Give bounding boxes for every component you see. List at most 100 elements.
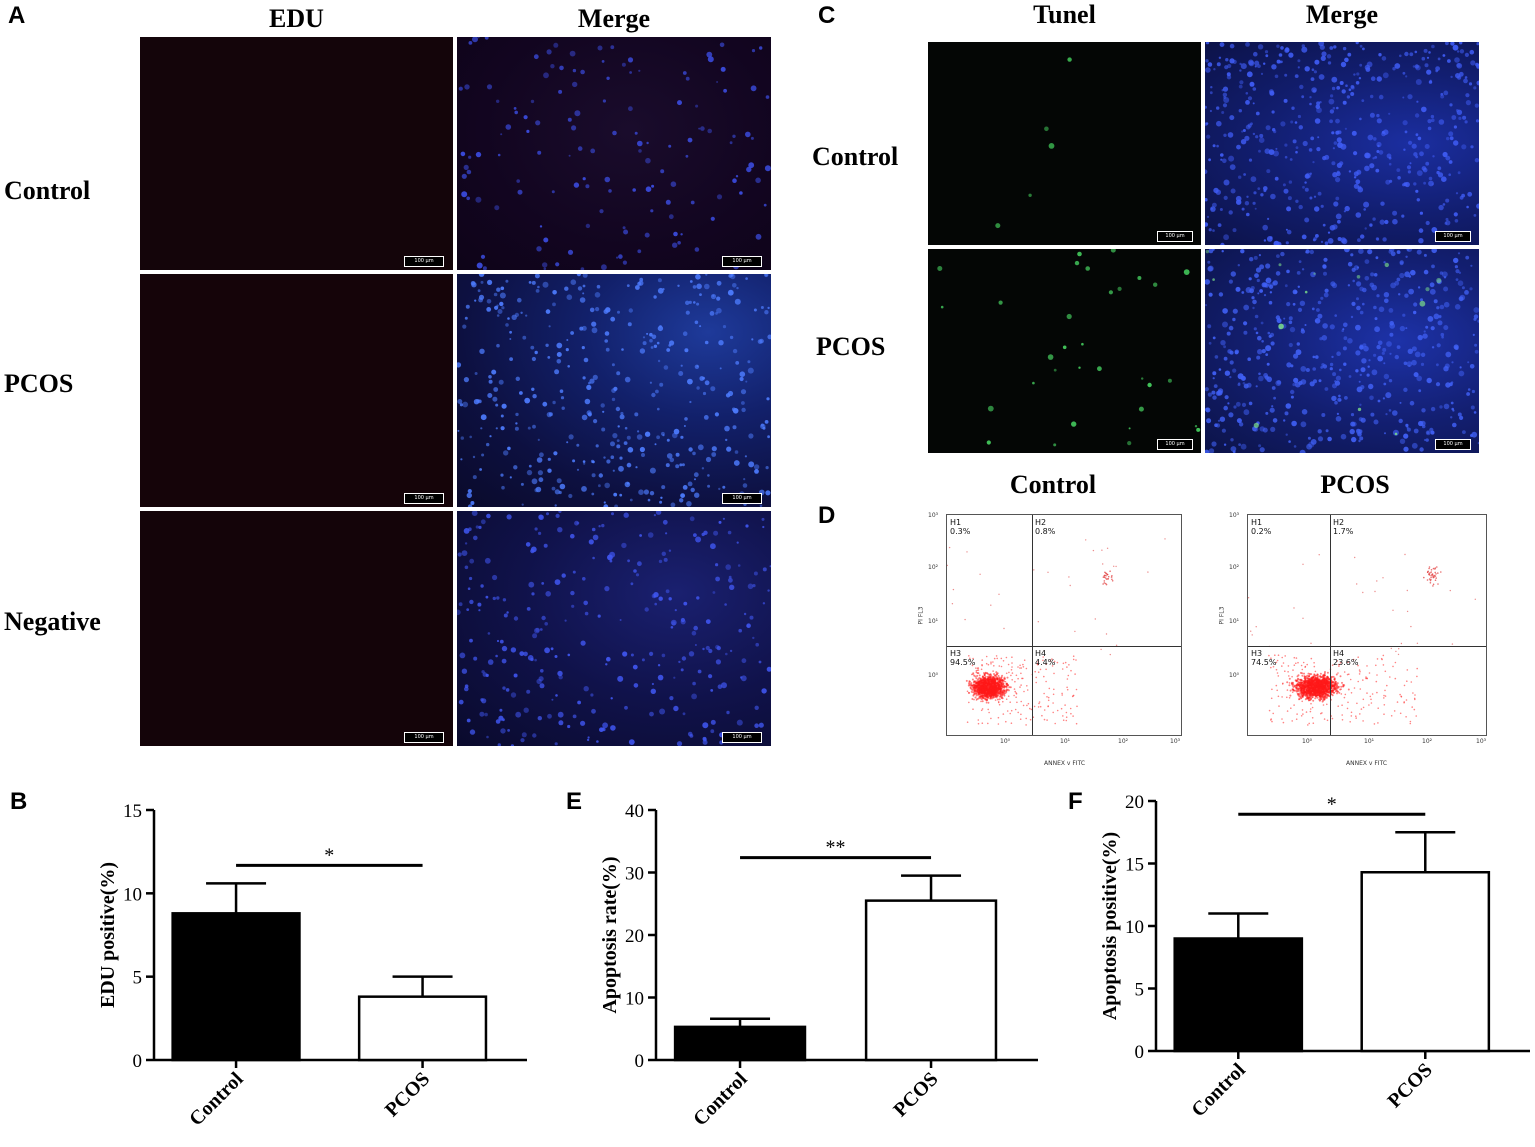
quadrant-h4: H4 4.4%: [1035, 649, 1056, 667]
scale-bar: 100 µm: [404, 732, 444, 743]
micrograph-edu-pcos: 100 µm: [140, 274, 453, 507]
scale-bar: 100 µm: [1157, 439, 1193, 450]
panel-a-row-pcos: PCOS: [4, 369, 74, 398]
micrograph-merge-pcos-c: 100 µm: [1205, 249, 1479, 453]
flow-ytick: 10³: [928, 512, 939, 519]
micrograph-tunel-pcos: 100 µm: [928, 249, 1201, 453]
y-tick-label: 10: [625, 989, 644, 1010]
panel-label-e: E: [566, 788, 583, 815]
quadrant-h2: H2 1.7%: [1333, 518, 1354, 536]
micrograph-tunel-control: 100 µm: [928, 42, 1201, 245]
scale-bar: 100 µm: [722, 256, 762, 267]
micrograph-edu-control: 100 µm: [140, 37, 453, 270]
y-tick-label: 0: [133, 1051, 143, 1072]
x-tick-label: Control: [1187, 1059, 1250, 1122]
flow-plot-control: H1 0.3% H2 0.8% H3 94.5% H4 4.4%: [946, 514, 1182, 736]
flow-ytick: 10³: [1229, 512, 1240, 519]
flow-ytick: 10¹: [1229, 618, 1240, 625]
bar-control: [1173, 937, 1304, 1053]
bar-control: [171, 912, 301, 1062]
bar-pcos: [864, 899, 998, 1062]
y-tick-label: 20: [625, 926, 644, 947]
quadrant-h3: H3 74.5%: [1251, 649, 1277, 667]
y-tick-label: 20: [1125, 792, 1144, 813]
flow-xtick: 10¹: [1060, 738, 1071, 745]
x-tick-label: PCOS: [889, 1068, 942, 1121]
panel-a-row-control: Control: [4, 176, 91, 205]
micrograph-edu-negative: 100 µm: [140, 511, 453, 746]
micrograph-merge-pcos: 100 µm: [457, 274, 771, 507]
flow-y-label: PI FL3: [1218, 606, 1226, 625]
panel-label-f: F: [1068, 788, 1083, 815]
panel-a-column-merge: Merge: [577, 4, 651, 33]
flow-ytick: 10⁰: [1229, 672, 1240, 679]
y-tick-label: 10: [123, 884, 142, 905]
significance-marker: *: [1327, 793, 1337, 815]
quadrant-h1: H1 0.2%: [1251, 518, 1272, 536]
scale-bar: 100 µm: [722, 732, 762, 743]
scale-bar: 100 µm: [1157, 231, 1193, 242]
flow-title-pcos: PCOS: [1320, 470, 1390, 499]
bar-control: [673, 1025, 807, 1062]
panel-c-row-pcos: PCOS: [816, 332, 886, 361]
y-tick-label: 10: [1125, 917, 1144, 938]
flow-ytick: 10²: [1229, 564, 1240, 571]
flow-ytick: 10²: [928, 564, 939, 571]
y-tick-label: 5: [1135, 980, 1145, 1001]
y-axis-label: Apoptosis rate(%): [599, 856, 621, 1013]
panel-a-column-edu: EDU: [269, 4, 324, 33]
flow-xtick: 10⁰: [1000, 738, 1011, 745]
quadrant-h1: H1 0.3%: [950, 518, 971, 536]
flow-xtick: 10⁰: [1302, 738, 1313, 745]
y-axis-label: Apoptosis positive(%): [1099, 832, 1121, 1020]
y-tick-label: 15: [1125, 855, 1144, 876]
y-tick-label: 15: [123, 801, 142, 822]
flow-x-label: ANNEX v FITC: [1346, 760, 1388, 767]
y-tick-label: 0: [635, 1051, 645, 1072]
bar-chart-b: 0 5 10 15 EDU positive(%) Control PCOS *: [97, 801, 527, 1131]
flow-xtick: 10²: [1422, 738, 1433, 745]
flow-xtick: 10²: [1118, 738, 1129, 745]
micrograph-merge-control-c: 100 µm: [1205, 42, 1479, 245]
scale-bar: 100 µm: [722, 493, 762, 504]
significance-marker: **: [826, 837, 846, 859]
x-tick-label: PCOS: [1384, 1059, 1437, 1112]
micrograph-merge-control: 100 µm: [457, 37, 771, 270]
panel-label-d: D: [818, 502, 836, 529]
panel-label-b: B: [10, 788, 28, 815]
x-tick-label: PCOS: [381, 1068, 434, 1121]
panel-c-column-tunel: Tunel: [1033, 0, 1096, 29]
flow-y-label: PI FL3: [917, 606, 925, 625]
flow-xtick: 10¹: [1364, 738, 1375, 745]
y-tick-label: 5: [133, 968, 143, 989]
flow-x-label: ANNEX v FITC: [1044, 760, 1086, 767]
bar-pcos: [1360, 871, 1491, 1053]
quadrant-h3: H3 94.5%: [950, 649, 976, 667]
panel-c-row-control: Control: [812, 142, 899, 171]
flow-title-control: Control: [1009, 470, 1097, 499]
y-tick-label: 40: [625, 801, 644, 822]
flow-xtick: 10³: [1476, 738, 1487, 745]
quadrant-h4: H4 23.6%: [1333, 649, 1359, 667]
micrograph-merge-negative: 100 µm: [457, 511, 771, 746]
panel-label-a: A: [8, 2, 26, 29]
scale-bar: 100 µm: [404, 493, 444, 504]
flow-ytick: 10⁰: [928, 672, 939, 679]
y-tick-label: 0: [1135, 1042, 1145, 1063]
significance-marker: *: [324, 844, 334, 866]
panel-c-column-merge: Merge: [1305, 0, 1379, 29]
flow-ytick: 10¹: [928, 618, 939, 625]
panel-a-row-negative: Negative: [4, 607, 101, 636]
y-tick-label: 30: [625, 864, 644, 885]
bar-pcos: [357, 995, 488, 1062]
scale-bar: 100 µm: [1435, 231, 1471, 242]
x-tick-label: Control: [689, 1068, 752, 1131]
scale-bar: 100 µm: [404, 256, 444, 267]
quadrant-h2: H2 0.8%: [1035, 518, 1056, 536]
scale-bar: 100 µm: [1435, 439, 1471, 450]
flow-xtick: 10³: [1170, 738, 1181, 745]
y-axis-label: EDU positive(%): [97, 862, 119, 1008]
x-tick-label: Control: [185, 1068, 248, 1131]
panel-label-c: C: [818, 2, 836, 29]
